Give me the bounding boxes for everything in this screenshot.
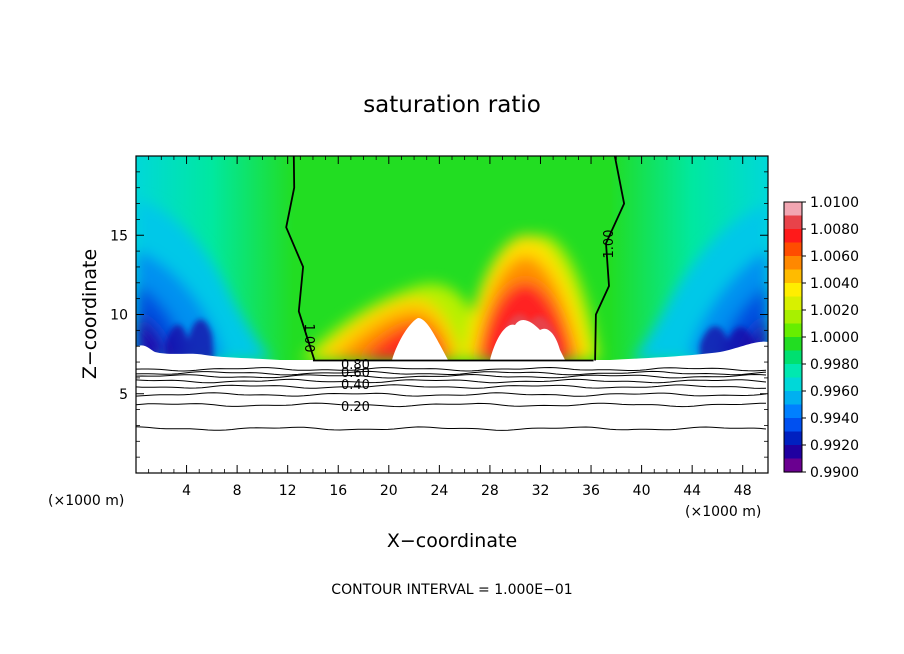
colorbar-label: 1.0100 [810, 195, 859, 211]
colorbar-segment [784, 269, 802, 284]
colorbar-segment [784, 337, 802, 352]
chart-title: saturation ratio [363, 92, 541, 118]
colorbar-segment [784, 323, 802, 338]
colorbar-label: 0.9920 [810, 438, 859, 454]
colorbar-segment [784, 256, 802, 271]
y-tick-label: 10 [110, 308, 128, 324]
colorbar-label: 1.0080 [810, 222, 859, 238]
x-tick-label: 44 [683, 483, 701, 499]
cloud-top-white [392, 318, 565, 360]
colorbar-label: 1.0040 [810, 276, 859, 292]
colorbar-segment [784, 377, 802, 392]
contour-label-left-100: 1.00 [301, 324, 316, 353]
dry-contour-line [136, 370, 767, 376]
contour-label-060: 0.60 [341, 366, 370, 381]
dry-contour-line [136, 426, 767, 431]
dry-contour-line [136, 402, 767, 408]
colorbar-label: 1.0060 [810, 249, 859, 265]
colorbar-segment [784, 431, 802, 446]
dry-region [136, 341, 768, 473]
colorbar-segment [784, 229, 802, 244]
contour-label-080: 0.80 [341, 358, 370, 373]
colorbar-segment [784, 296, 802, 311]
x-tick-label: 36 [582, 483, 600, 499]
y-axis-label: Z−coordinate [79, 249, 101, 379]
x-tick-label: 24 [430, 483, 448, 499]
colorbar-segment [784, 364, 802, 379]
saturation-contour-left [285, 156, 316, 361]
colorbar-label: 0.9980 [810, 357, 859, 373]
y-axis-ticks: 5 10 15 [110, 171, 768, 458]
colorbar-segment [784, 391, 802, 406]
dry-contour-line [136, 384, 767, 389]
colorbar-segment [784, 404, 802, 419]
dry-contour-line [136, 378, 767, 384]
x-tick-label: 32 [532, 483, 550, 499]
x-tick-label: 20 [380, 483, 398, 499]
x-tick-label: 40 [633, 483, 651, 499]
z-unit-label: (×1000 m) [48, 493, 124, 509]
x-axis-ticks: 4 8 12 16 20 24 28 32 36 40 44 48 [148, 156, 756, 499]
x-tick-label: 8 [233, 483, 242, 499]
colorbar-label: 0.9900 [810, 465, 859, 481]
colorbar-label: 1.0000 [810, 330, 859, 346]
x-unit-label: (×1000 m) [685, 504, 761, 520]
x-axis-label: X−coordinate [387, 530, 517, 552]
colorbar-segment [784, 242, 802, 257]
colorbar [784, 202, 802, 473]
colorbar-segment [784, 215, 802, 230]
x-tick-label: 28 [481, 483, 499, 499]
dry-contours [136, 366, 767, 431]
dry-contour-line [136, 373, 767, 379]
dry-contour-line [136, 366, 767, 372]
colorbar-segment [784, 310, 802, 325]
colorbar-labels: 1.0100 1.0080 1.0060 1.0040 1.0020 1.0000 0.99… [802, 195, 859, 481]
x-tick-label: 48 [734, 483, 752, 499]
contour-labels: 1.00 1.00 0.80 0.60 0.40 0.20 [301, 230, 617, 415]
dry-contour-line [136, 392, 767, 397]
y-tick-label: 15 [110, 228, 128, 244]
colorbar-label: 0.9960 [810, 384, 859, 400]
contour-label-right-100: 1.00 [602, 230, 617, 259]
colorbar-segment [784, 283, 802, 298]
colorbar-segment [784, 350, 802, 365]
contour-label-040: 0.40 [341, 378, 370, 393]
x-tick-label: 16 [329, 483, 347, 499]
x-tick-label: 12 [279, 483, 297, 499]
saturation-contours [285, 156, 625, 362]
colorbar-label: 0.9940 [810, 411, 859, 427]
saturation-contour-right [594, 156, 625, 361]
colorbar-segment [784, 418, 802, 433]
colorbar-label: 1.0020 [810, 303, 859, 319]
x-tick-label: 4 [182, 483, 191, 499]
plot-area [136, 156, 768, 473]
contour-label-020: 0.20 [341, 400, 370, 415]
colorbar-segment [784, 445, 802, 460]
y-tick-label: 5 [119, 387, 128, 403]
contour-interval-note: CONTOUR INTERVAL = 1.000E−01 [331, 582, 572, 598]
colorbar-segment [784, 202, 802, 217]
colorbar-segment [784, 458, 802, 473]
